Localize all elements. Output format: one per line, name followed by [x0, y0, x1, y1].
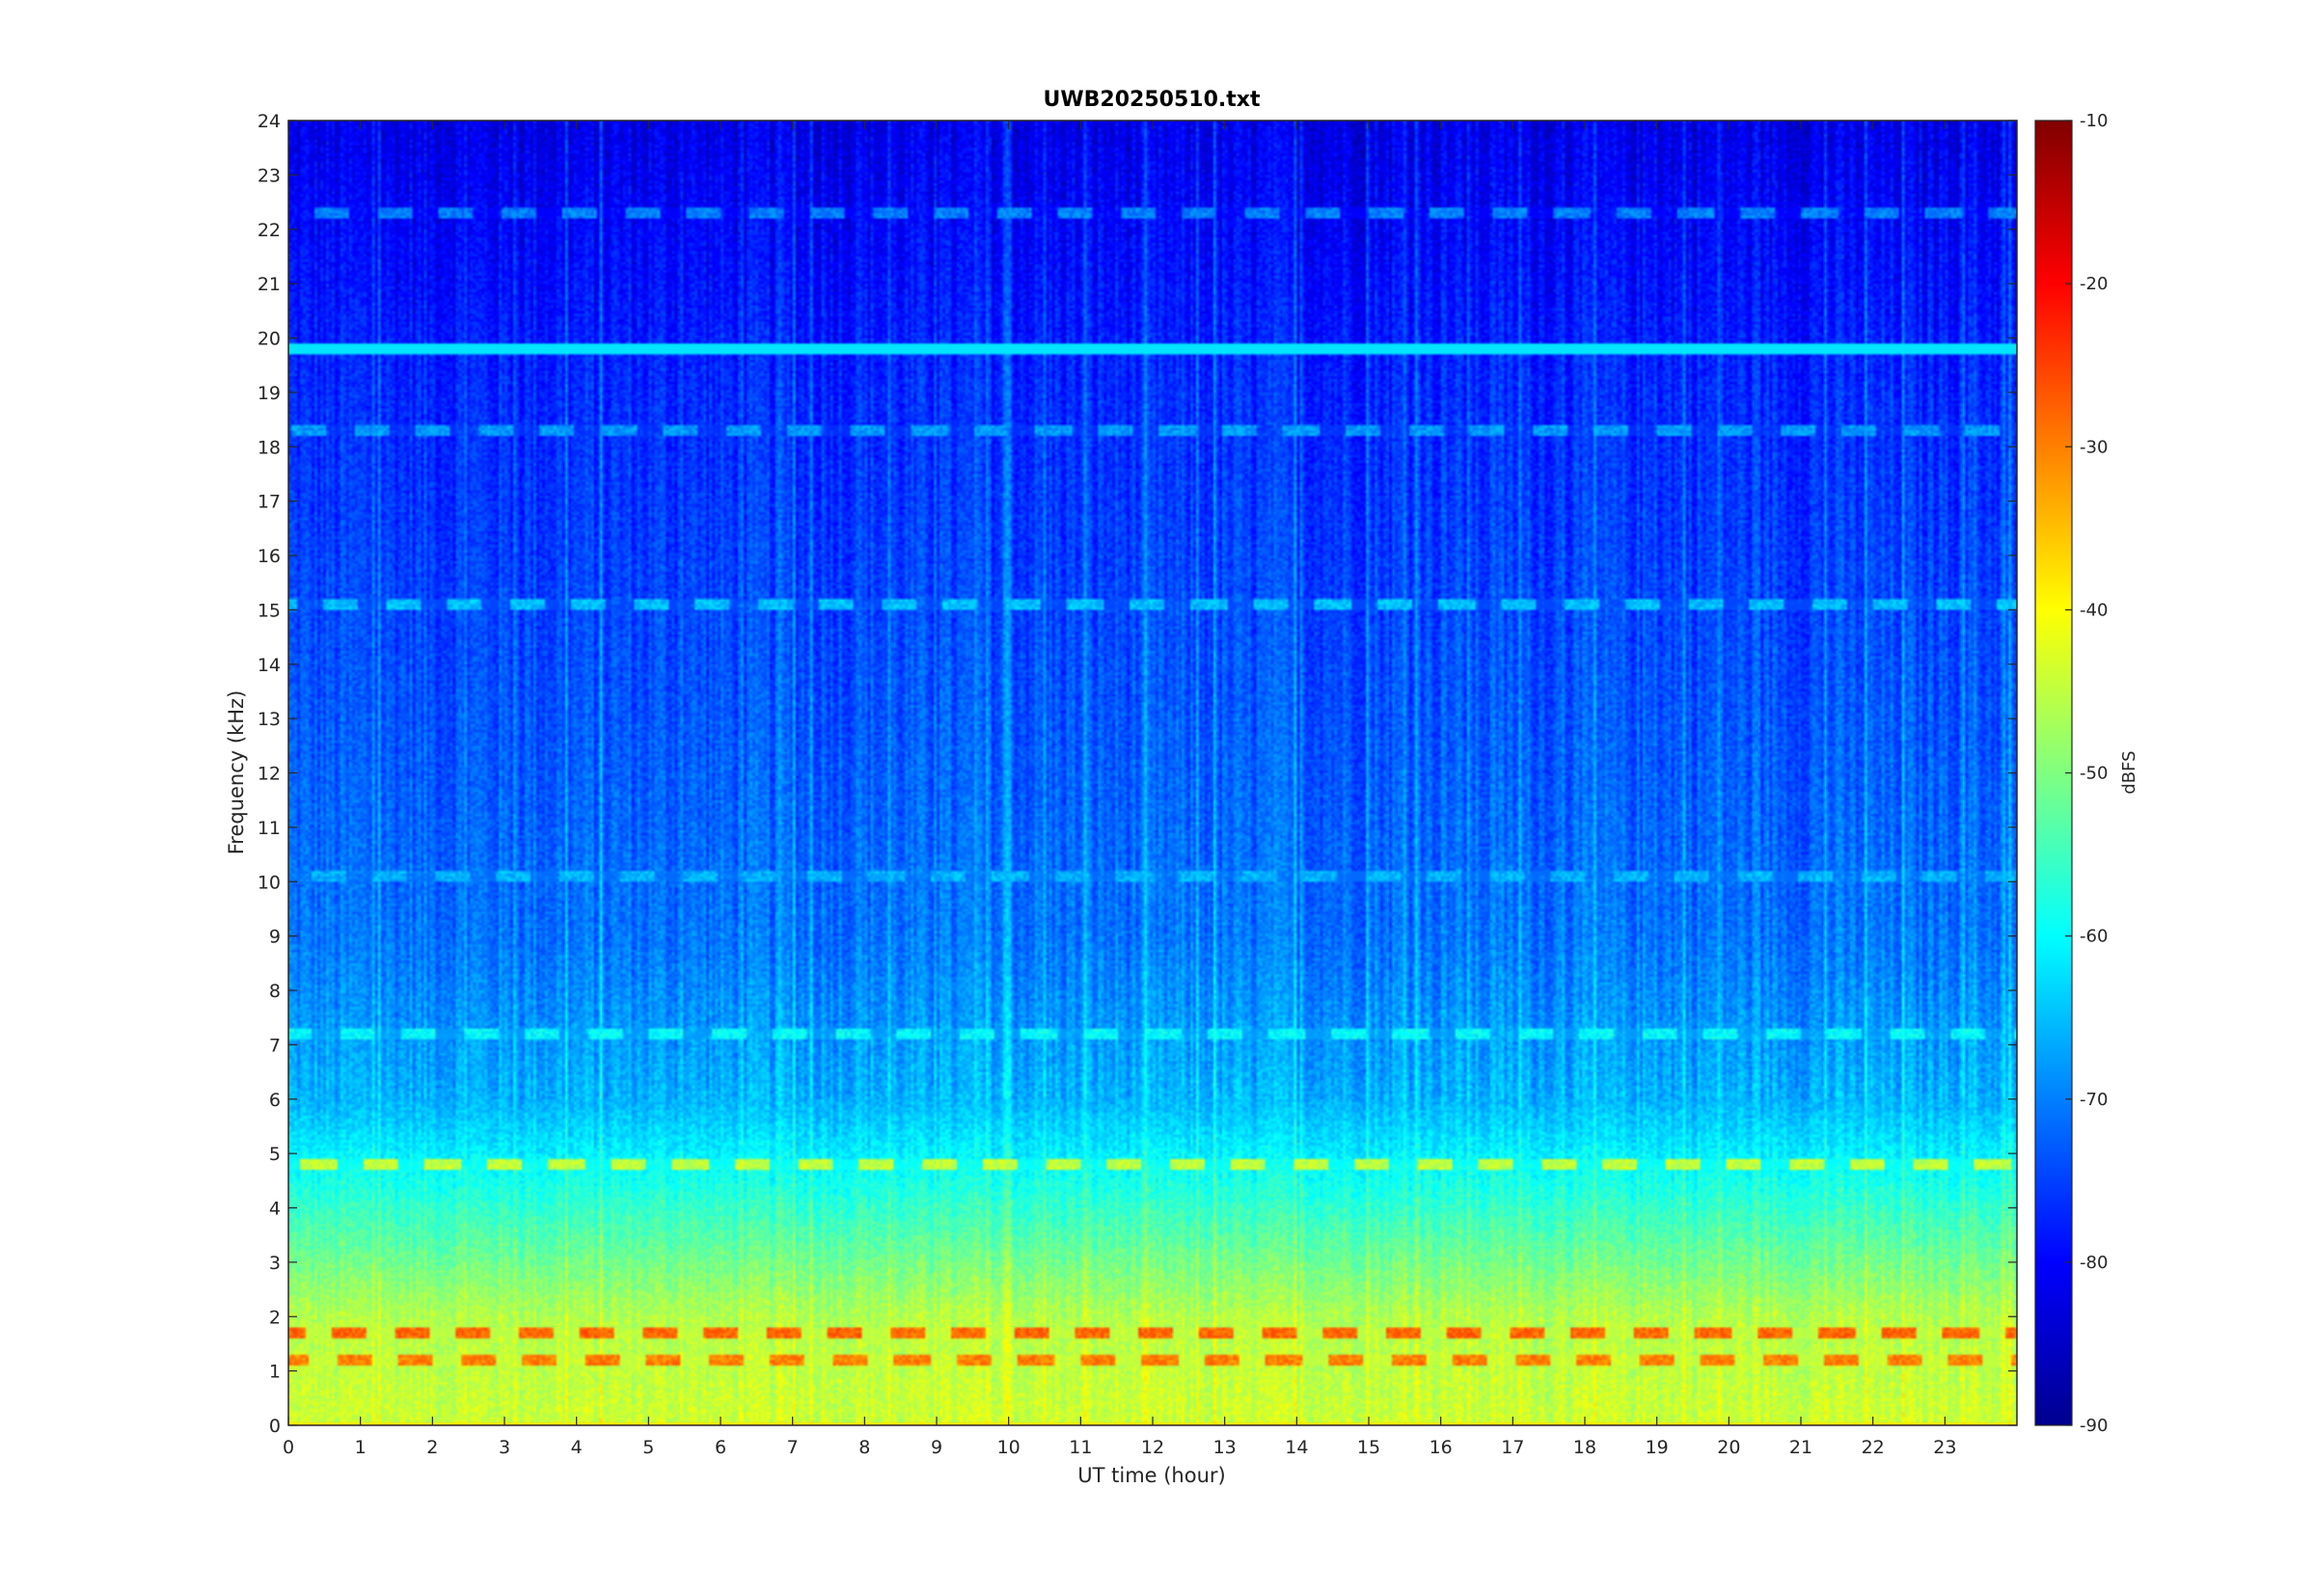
x-tick-label: 9 — [931, 1437, 942, 1458]
y-tick-label: 6 — [269, 1090, 281, 1111]
colorbar-tick-label: -30 — [2080, 437, 2108, 457]
y-tick-label: 3 — [269, 1253, 281, 1274]
colorbar-tick-label: -50 — [2080, 764, 2108, 784]
x-tick-label: 22 — [1862, 1437, 1885, 1458]
y-tick-label: 7 — [269, 1035, 281, 1056]
plot-area — [287, 120, 2018, 1426]
colorbar-label: dBFS — [2119, 750, 2139, 794]
colorbar-tick-label: -60 — [2080, 927, 2108, 947]
x-tick-label: 18 — [1573, 1437, 1596, 1458]
x-tick-label: 5 — [642, 1437, 654, 1458]
x-tick-label: 8 — [858, 1437, 870, 1458]
chart-title: UWB20250510.txt — [1044, 88, 1261, 112]
y-tick-label: 0 — [269, 1416, 281, 1437]
x-tick-label: 15 — [1357, 1437, 1380, 1458]
y-axis-label: Frequency (kHz) — [225, 690, 248, 855]
x-tick-label: 10 — [997, 1437, 1021, 1458]
colorbar-tick-label: -10 — [2080, 111, 2108, 131]
colorbar-ticks: -10 -20 -30 -40 -50 -60 -70 -80 -90 — [2065, 111, 2108, 1436]
y-tick-label: 8 — [269, 981, 281, 1002]
colorbar-tick-label: -90 — [2080, 1416, 2108, 1436]
colorbar: -10 -20 -30 -40 -50 -60 -70 -80 -90 dBFS — [2034, 111, 2139, 1436]
x-tick-label: 13 — [1213, 1437, 1237, 1458]
x-axis-label: UT time (hour) — [1077, 1464, 1225, 1487]
x-tick-label: 17 — [1501, 1437, 1524, 1458]
y-tick-label: 11 — [258, 818, 281, 839]
colorbar-tick-label: -40 — [2080, 600, 2108, 620]
x-tick-label: 2 — [426, 1437, 438, 1458]
y-tick-label: 1 — [269, 1362, 281, 1383]
y-tick-label: 9 — [269, 927, 281, 948]
x-tick-label: 21 — [1789, 1437, 1812, 1458]
x-tick-label: 12 — [1141, 1437, 1164, 1458]
x-tick-label: 3 — [499, 1437, 510, 1458]
y-tick-label: 15 — [258, 600, 281, 621]
x-tick-label: 19 — [1646, 1437, 1669, 1458]
y-tick-label: 23 — [258, 165, 281, 186]
y-tick-label: 5 — [269, 1144, 281, 1165]
y-tick-label: 20 — [258, 329, 281, 350]
y-tick-label: 24 — [258, 111, 281, 132]
y-tick-label: 4 — [269, 1199, 281, 1220]
colorbar-tick-label: -80 — [2080, 1253, 2108, 1273]
y-tick-label: 10 — [258, 872, 281, 893]
y-tick-label: 22 — [258, 220, 281, 241]
x-tick-label: 4 — [571, 1437, 583, 1458]
spectrogram-image — [288, 121, 2017, 1425]
y-tick-label: 18 — [258, 437, 281, 458]
y-tick-label: 17 — [258, 492, 281, 513]
y-tick-label: 16 — [258, 546, 281, 567]
x-tick-label: 0 — [283, 1437, 294, 1458]
x-tick-label: 1 — [355, 1437, 367, 1458]
x-tick-label: 11 — [1069, 1437, 1092, 1458]
y-tick-label: 14 — [258, 655, 281, 676]
colorbar-tick-label: -20 — [2080, 274, 2108, 294]
x-tick-label: 16 — [1430, 1437, 1453, 1458]
x-tick-label: 6 — [715, 1437, 726, 1458]
y-tick-label: 19 — [258, 383, 281, 404]
x-axis-ticks: 0 1 2 3 4 5 6 7 8 9 10 11 12 13 14 15 16 17 18 19 20 21 22 23 — [283, 121, 1956, 1458]
x-tick-label: 14 — [1285, 1437, 1308, 1458]
x-tick-label: 20 — [1717, 1437, 1740, 1458]
x-tick-label: 23 — [1933, 1437, 1956, 1458]
x-tick-label: 7 — [787, 1437, 799, 1458]
y-tick-label: 2 — [269, 1307, 281, 1328]
colorbar-tick-label: -70 — [2080, 1090, 2108, 1110]
y-tick-label: 12 — [258, 764, 281, 785]
y-tick-label: 21 — [258, 274, 281, 295]
y-tick-label: 13 — [258, 709, 281, 730]
